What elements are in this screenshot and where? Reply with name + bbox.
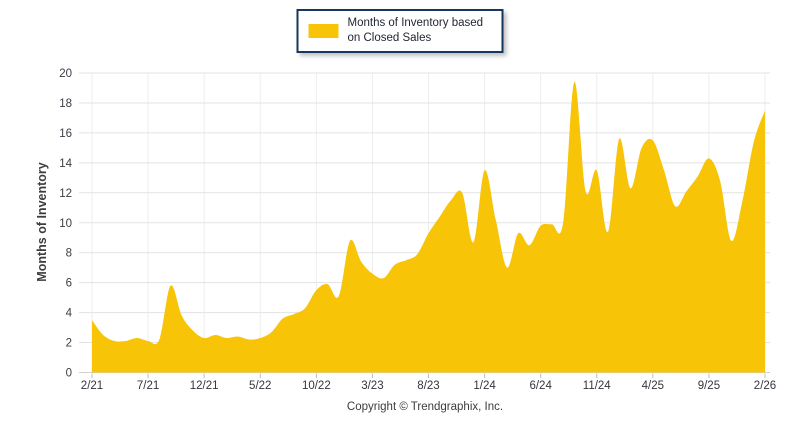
x-tick-label: 10/22 <box>302 380 331 392</box>
copyright-text: Copyright © Trendgraphix, Inc. <box>346 401 504 413</box>
y-tick-label: 0 <box>66 368 72 380</box>
x-tick-label: 4/25 <box>642 380 664 392</box>
x-tick-label: 5/22 <box>249 380 271 392</box>
y-tick-label: 10 <box>59 218 72 230</box>
axes <box>91 373 766 378</box>
x-tick-label: 11/24 <box>583 380 612 392</box>
y-tick-label: 2 <box>66 338 72 350</box>
y-tick-label: 18 <box>59 98 72 110</box>
x-tick-label: 8/23 <box>417 380 439 392</box>
x-tick-label: 9/25 <box>698 380 720 392</box>
x-tick-label: 12/21 <box>190 380 219 392</box>
legend-series-swatch-icon <box>308 24 339 39</box>
axis-tick-labels: 2/21 7/21 12/21 5/22 10/22 3/23 8/23 1/24 6/24 11… <box>59 68 776 392</box>
y-tick-label: 4 <box>66 308 73 320</box>
x-tick-label: 2/21 <box>81 380 103 392</box>
months-of-inventory-area <box>92 81 765 373</box>
legend-label: Months of Inventory based on Closed Sale… <box>347 17 484 45</box>
x-tick-label: 6/24 <box>529 380 552 392</box>
area-series <box>92 81 765 373</box>
y-tick-label: 8 <box>66 248 72 260</box>
x-tick-label: 7/21 <box>137 380 159 392</box>
y-tick-label: 14 <box>59 158 72 170</box>
legend: Months of Inventory based on Closed Sale… <box>296 9 504 54</box>
y-tick-label: 16 <box>59 128 72 140</box>
y-tick-label: 6 <box>66 278 72 290</box>
x-tick-label: 3/23 <box>361 380 383 392</box>
y-axis-title: Months of Inventory <box>35 162 49 281</box>
y-tick-label: 12 <box>59 188 72 200</box>
x-tick-label: 1/24 <box>473 380 496 392</box>
y-tick-label: 20 <box>59 68 72 80</box>
x-tick-label: 2/26 <box>754 380 776 392</box>
